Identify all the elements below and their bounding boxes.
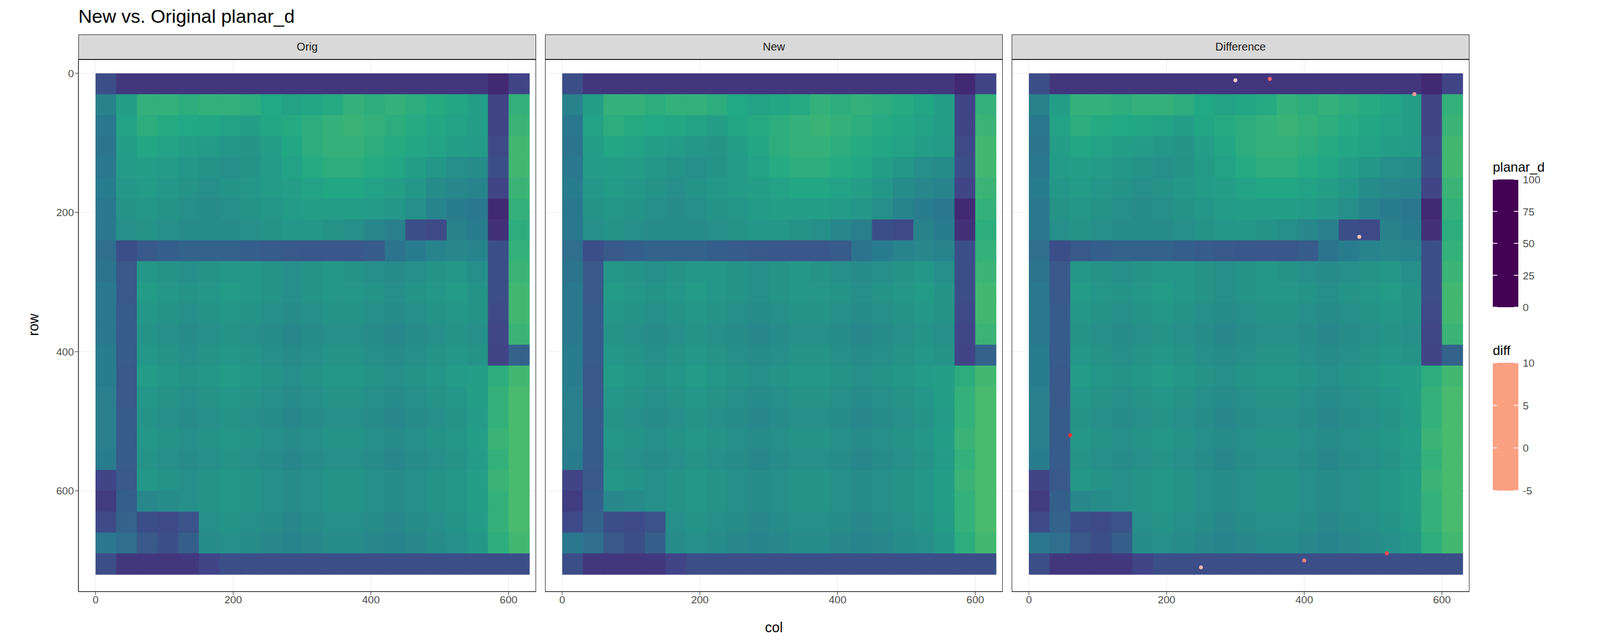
svg-text:75: 75 — [1522, 206, 1535, 218]
svg-text:diff: diff — [1492, 342, 1511, 358]
svg-text:200: 200 — [224, 593, 243, 606]
svg-text:200: 200 — [691, 593, 709, 606]
svg-text:0: 0 — [1026, 593, 1033, 606]
svg-text:0: 0 — [92, 593, 99, 606]
svg-text:600: 600 — [966, 593, 985, 606]
html-text:Difference: Difference — [1215, 40, 1266, 53]
svg-text:0: 0 — [67, 67, 74, 80]
svg-text:-5: -5 — [1522, 485, 1533, 497]
svg-text:600: 600 — [500, 593, 518, 606]
svg-text:0: 0 — [559, 593, 566, 606]
html-text:row: row — [25, 313, 41, 336]
svg-text:100: 100 — [1522, 173, 1541, 186]
html-text:New vs. Original planar_d: New vs. Original planar_d — [78, 5, 295, 27]
svg-text:200: 200 — [56, 206, 74, 219]
svg-text:10: 10 — [1522, 357, 1535, 369]
html-text:New: New — [762, 40, 785, 53]
svg-text:400: 400 — [1295, 593, 1314, 606]
svg-text:600: 600 — [1433, 593, 1452, 606]
svg-text:400: 400 — [56, 346, 74, 358]
svg-text:200: 200 — [1157, 593, 1176, 606]
svg-text:400: 400 — [828, 593, 847, 606]
svg-text:50: 50 — [1522, 237, 1535, 250]
svg-text:25: 25 — [1522, 270, 1535, 282]
svg-text:5: 5 — [1522, 400, 1529, 412]
svg-text:0: 0 — [1522, 442, 1529, 454]
svg-text:planar_d: planar_d — [1492, 159, 1545, 175]
svg-text:400: 400 — [362, 593, 380, 606]
html-text:Orig: Orig — [296, 40, 318, 53]
svg-text:0: 0 — [1522, 301, 1529, 314]
html-text:col: col — [765, 619, 783, 635]
svg-text:600: 600 — [56, 485, 74, 497]
